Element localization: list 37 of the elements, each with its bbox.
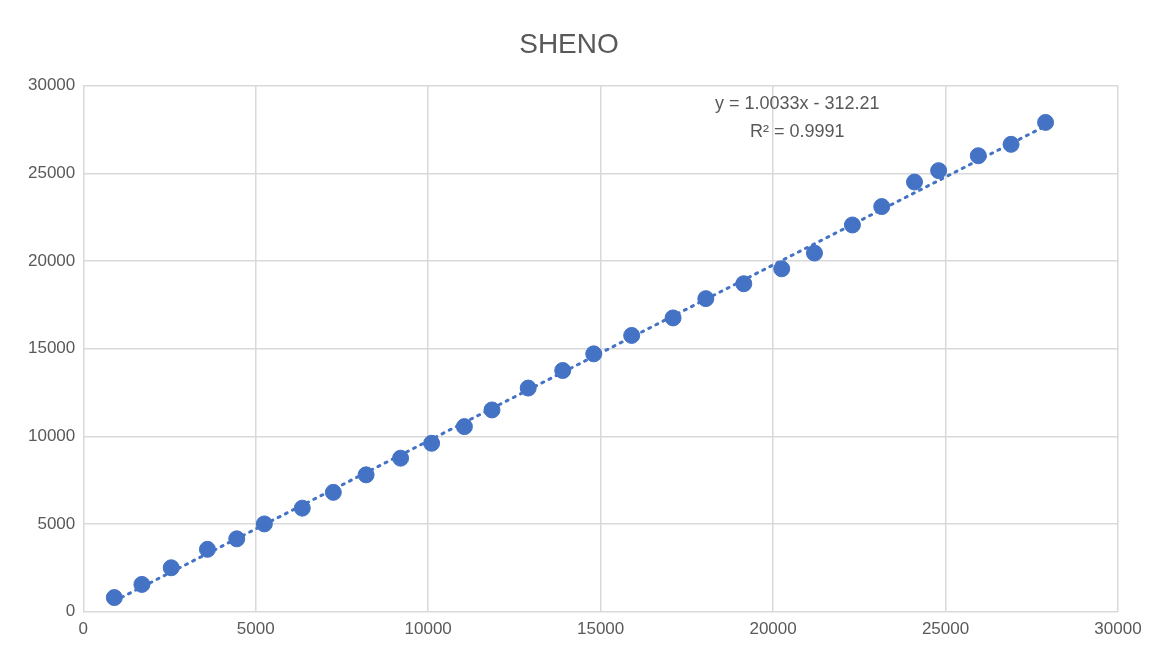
point — [843, 216, 861, 234]
y-tick-label: 0 — [65, 601, 76, 621]
point — [105, 589, 123, 607]
x-tick-label: 10000 — [404, 619, 452, 639]
point — [1002, 135, 1020, 153]
point — [969, 147, 987, 165]
x-tick-label: 5000 — [236, 619, 275, 639]
x-tick-label: 25000 — [921, 619, 970, 639]
point — [324, 483, 342, 501]
point — [805, 244, 823, 262]
point — [554, 362, 572, 380]
point — [423, 434, 441, 452]
x-tick-label: 15000 — [577, 619, 625, 639]
y-tick-label: 30000 — [27, 75, 76, 95]
y-tick-label: 25000 — [27, 162, 76, 182]
x-tick-label: 30000 — [1094, 619, 1142, 639]
point — [623, 326, 641, 344]
point — [228, 530, 246, 548]
point — [162, 559, 180, 577]
y-tick-label: 5000 — [37, 513, 76, 533]
y-tick-label: 20000 — [27, 250, 76, 270]
point — [133, 575, 151, 593]
point — [455, 418, 473, 436]
point — [930, 162, 948, 180]
y-tick-label: 10000 — [27, 425, 76, 445]
point — [906, 173, 923, 191]
point — [1037, 113, 1055, 131]
point — [483, 401, 501, 419]
y-tick-label: 15000 — [27, 338, 76, 358]
x-tick-label: 20000 — [749, 619, 797, 639]
annotation: R² = 0.9991 — [749, 120, 845, 141]
chart-title: SHENO — [519, 27, 619, 59]
x-tick-label: 0 — [78, 619, 89, 639]
annotation: y = 1.0033x - 312.21 — [714, 92, 880, 113]
point — [773, 260, 791, 278]
point — [873, 198, 891, 216]
point — [198, 540, 216, 558]
